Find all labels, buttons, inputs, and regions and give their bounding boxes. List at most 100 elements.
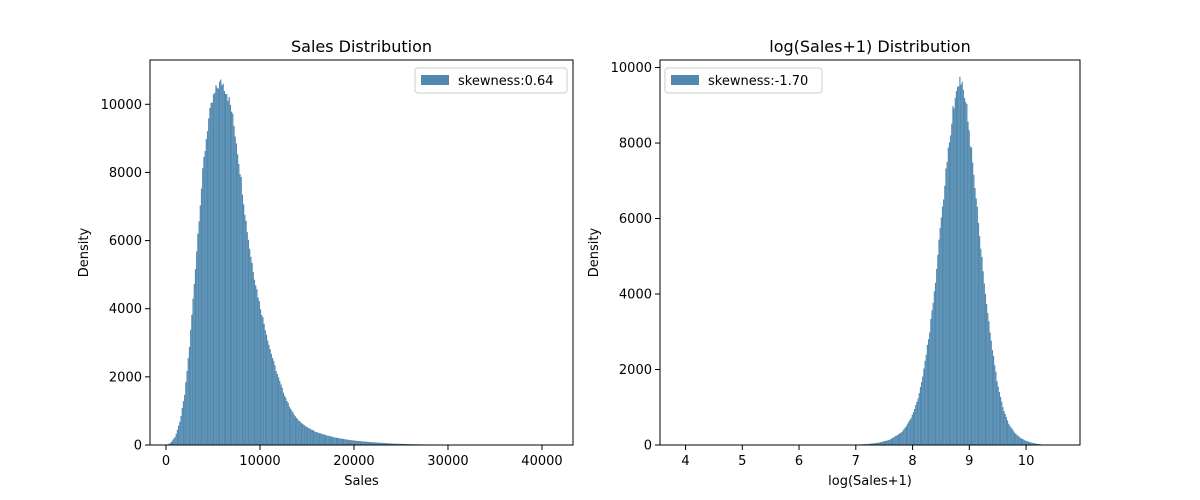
histogram-bar <box>293 414 295 445</box>
histogram-bar <box>185 382 187 445</box>
histogram-bar <box>308 428 310 445</box>
histogram-bar <box>277 377 280 445</box>
histogram-bar <box>943 199 945 445</box>
histogram-bar <box>190 329 192 445</box>
histogram-bar <box>175 433 177 445</box>
histogram-bar <box>188 346 191 445</box>
histogram-bar <box>265 334 268 445</box>
histogram-bar <box>203 157 205 446</box>
histogram-bar <box>868 443 870 445</box>
histogram-bar <box>1031 442 1033 445</box>
legend-swatch <box>671 75 699 85</box>
histogram-bar <box>1017 435 1019 445</box>
histogram-bar <box>275 371 277 445</box>
y-tick-label: 0 <box>644 439 652 454</box>
histogram-bar <box>210 102 212 446</box>
histogram-bar <box>365 441 368 445</box>
axes-frame <box>149 59 574 446</box>
histogram-bar <box>294 416 297 445</box>
histogram-bar <box>1036 443 1038 445</box>
histogram-bar <box>890 438 892 445</box>
histogram-bar <box>886 440 888 445</box>
histogram-bar <box>963 97 966 445</box>
histogram-bar <box>291 410 293 445</box>
y-axis-label: Density <box>77 227 92 277</box>
histogram-bar <box>399 443 401 445</box>
histogram-bar <box>911 414 913 445</box>
histogram-bar <box>364 441 366 445</box>
histogram-bar <box>235 143 238 445</box>
histogram-bar <box>400 443 403 445</box>
histogram-bar <box>309 428 311 445</box>
histogram-bar <box>976 206 978 445</box>
histogram-bar <box>276 373 278 445</box>
histogram-bar <box>898 433 901 445</box>
histogram-bar <box>193 283 195 445</box>
histogram-bar <box>389 443 392 445</box>
histogram-bar <box>299 421 301 445</box>
histogram-bar <box>243 204 245 445</box>
histogram-bar <box>273 360 275 445</box>
histogram-bar <box>1002 407 1004 445</box>
histogram-bar <box>227 100 229 445</box>
histogram-bar <box>345 439 347 445</box>
histogram-bar <box>229 105 232 446</box>
histogram-bar <box>972 162 974 445</box>
histogram-bar <box>966 104 968 445</box>
histogram-bar <box>1016 434 1018 445</box>
x-tick-label: 30000 <box>427 454 468 469</box>
histogram-bar <box>374 442 376 445</box>
histogram-bar <box>209 107 211 446</box>
histogram-bar <box>253 279 256 445</box>
x-tick-label: 5 <box>738 454 746 469</box>
histogram-bar <box>925 354 927 445</box>
y-tick-label: 6000 <box>109 234 142 249</box>
histogram-bar <box>176 429 179 445</box>
histogram-bar <box>174 437 176 445</box>
histogram-bar <box>198 221 200 445</box>
histogram-bar <box>918 393 920 445</box>
histogram-bar <box>1003 411 1005 445</box>
histogram-bar <box>256 289 258 445</box>
y-axis-label: Density <box>587 227 602 277</box>
histogram-bar <box>998 392 1000 445</box>
histogram-bar <box>904 427 906 445</box>
histogram-bar <box>940 217 942 445</box>
histogram-bar <box>199 205 201 445</box>
legend-label: skewness:0.64 <box>458 74 554 89</box>
histogram-bar <box>168 443 170 445</box>
histogram-bar <box>270 353 272 445</box>
histogram-bar <box>957 86 959 445</box>
histogram-bar <box>969 146 971 446</box>
chart-panel-1: 0 10000 20000 30000 40000 0 2000 4000 6000 8000 10… <box>77 37 574 489</box>
histogram-bar <box>332 436 334 445</box>
histogram-bar <box>950 135 952 445</box>
histogram-bar <box>403 443 405 445</box>
histogram-bar <box>231 111 233 445</box>
histogram-bar <box>869 443 872 445</box>
histogram-bar <box>939 227 941 445</box>
histogram-bar <box>986 303 988 445</box>
histogram-bar <box>179 421 181 445</box>
histogram-bar <box>223 91 225 445</box>
histogram-bar <box>875 442 877 445</box>
histogram-bar <box>873 443 875 445</box>
histogram-bar <box>317 432 319 445</box>
histogram-bar <box>882 441 884 445</box>
histogram-bar <box>298 420 300 445</box>
histogram-bar <box>315 432 317 445</box>
histogram-bar <box>355 440 357 445</box>
histogram-bar <box>337 437 339 445</box>
histogram-bar <box>388 443 390 445</box>
legend-label: skewness:-1.70 <box>708 74 808 89</box>
histogram-bar <box>1022 438 1024 445</box>
histogram-bar <box>393 443 395 445</box>
histogram-bar <box>914 408 916 445</box>
histogram-bar <box>359 441 362 445</box>
histogram-bar <box>329 436 331 445</box>
histogram-bar <box>287 402 289 445</box>
histogram-bar <box>370 442 372 445</box>
histogram-bar <box>889 439 891 445</box>
histogram-bar <box>387 443 389 445</box>
y-tick-label: 10000 <box>611 61 652 76</box>
